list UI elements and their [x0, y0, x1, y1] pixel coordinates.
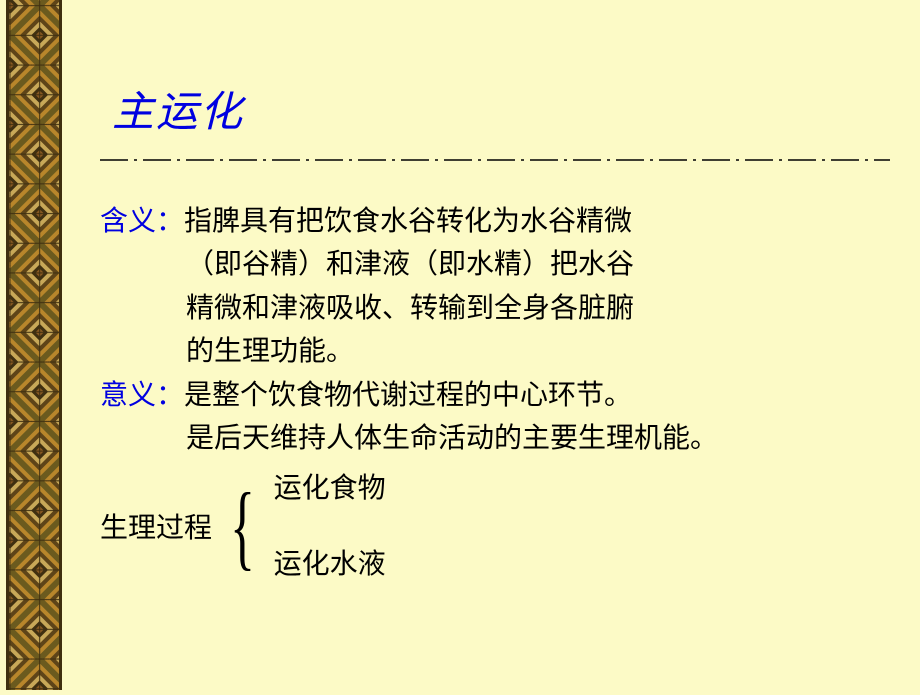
- slide-title: 主运化: [112, 78, 900, 139]
- definition-text-4: 的生理功能。: [100, 330, 900, 373]
- curly-brace-icon: {: [230, 484, 255, 570]
- definition-label: 含义：: [100, 206, 184, 237]
- title-divider: [100, 157, 890, 163]
- process-branch-1: 运化食物: [274, 466, 386, 506]
- definition-text-2: （即谷精）和津液（即水精）把水谷: [100, 243, 900, 286]
- process-branches: 运化食物 运化水液: [274, 466, 386, 582]
- side-ornament-band: [0, 0, 68, 690]
- significance-line-1: 意义：是整个饮食物代谢过程的中心环节。: [100, 374, 900, 417]
- brace-group: { 运化食物 运化水液: [230, 470, 386, 582]
- significance-text-1: 是整个饮食物代谢过程的中心环节。: [184, 380, 632, 411]
- process-block: 生理过程 { 运化食物 运化水液: [100, 470, 900, 582]
- side-ornament-svg: [0, 0, 68, 690]
- significance-label: 意义：: [100, 380, 184, 411]
- significance-text-2: 是后天维持人体生命活动的主要生理机能。: [100, 417, 900, 460]
- process-label: 生理过程: [100, 506, 212, 546]
- body-text: 含义：指脾具有把饮食水谷转化为水谷精微 （即谷精）和津液（即水精）把水谷 精微和…: [100, 200, 900, 460]
- process-branch-2: 运化水液: [274, 542, 386, 582]
- definition-text-1: 指脾具有把饮食水谷转化为水谷精微: [184, 206, 632, 237]
- slide-content: 主运化 含义：指脾具有把饮食水谷转化为水谷精微 （即谷精）和津液（即水精）把水谷…: [100, 0, 900, 690]
- definition-text-3: 精微和津液吸收、转输到全身各脏腑: [100, 287, 900, 330]
- definition-line-1: 含义：指脾具有把饮食水谷转化为水谷精微: [100, 200, 900, 243]
